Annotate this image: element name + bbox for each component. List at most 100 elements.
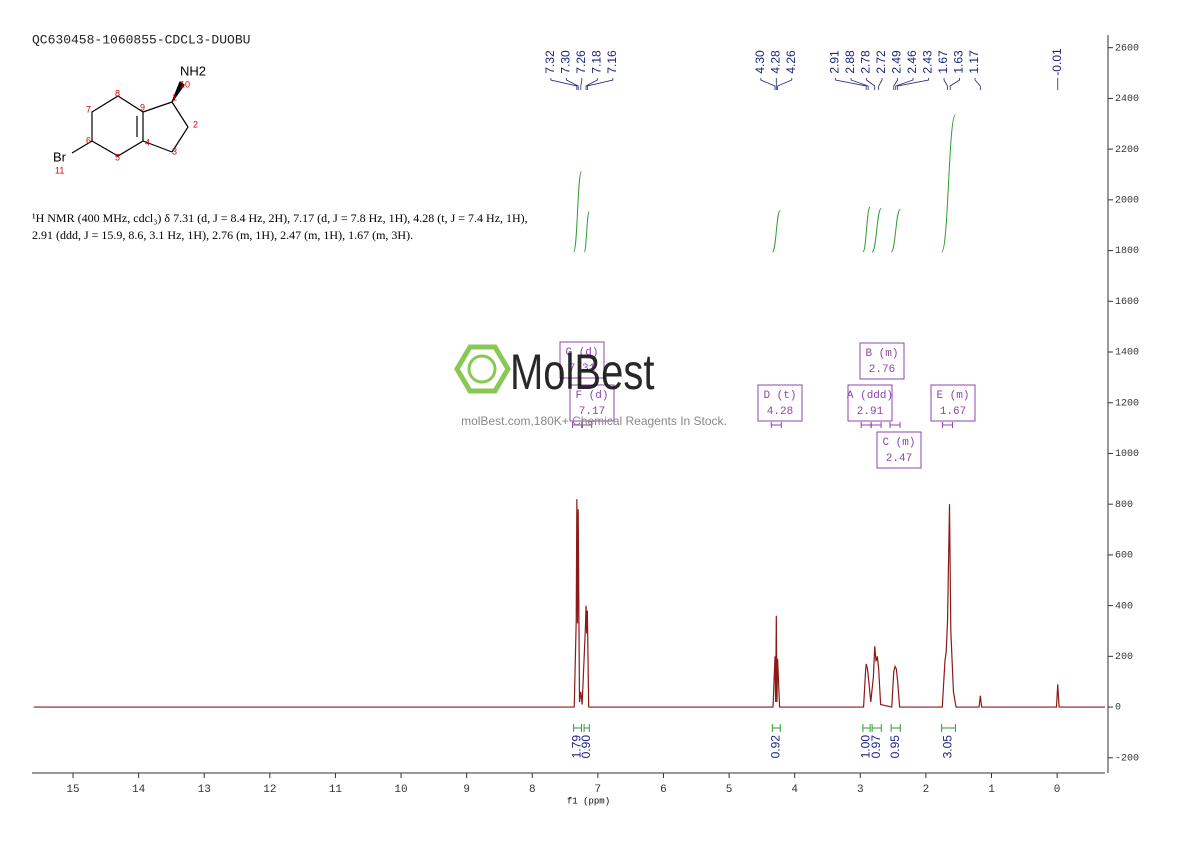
atom-number: 1 — [172, 92, 177, 102]
peak-leader — [835, 78, 867, 90]
bond — [171, 101, 189, 128]
y-tick-label: 0 — [1115, 703, 1121, 714]
y-tick-label: 600 — [1115, 551, 1133, 562]
benzene-ring — [91, 95, 144, 157]
peak-label: 2.43 — [921, 50, 935, 74]
y-tick-label: 2200 — [1115, 145, 1139, 156]
atom-label: Br — [53, 149, 67, 164]
integral-label: 1.00 — [859, 735, 873, 759]
peak-label: 7.18 — [590, 50, 604, 74]
atom-number: 6 — [86, 135, 91, 145]
multiplet-shift: 1.67 — [940, 406, 966, 418]
integral-label: 1.79 — [570, 735, 584, 759]
multiplet-label: A (ddd) — [847, 390, 893, 402]
wedge-bond — [171, 81, 185, 103]
multiplet-bracket — [860, 422, 872, 428]
peak-label: 2.49 — [890, 50, 904, 74]
atom-number: 3 — [172, 146, 177, 156]
integral-label: 0.97 — [869, 735, 883, 759]
peak-label: 2.78 — [859, 50, 873, 74]
y-tick-label: -200 — [1115, 753, 1139, 764]
peak-label: 7.30 — [559, 50, 573, 74]
y-tick-label: 800 — [1115, 500, 1133, 511]
multiplet-bracket — [942, 422, 954, 428]
x-axis-label: f1 (ppm) — [567, 796, 610, 806]
peak-label: 7.32 — [543, 50, 557, 74]
integral-bracket — [871, 724, 882, 732]
peak-label: 7.26 — [574, 50, 588, 74]
multiplet-shift: 7.17 — [579, 406, 605, 418]
peak-label: 1.17 — [967, 50, 981, 74]
peak-label: 1.67 — [936, 50, 950, 74]
peak-leader — [974, 78, 981, 90]
peak-leader — [760, 78, 776, 90]
bond — [142, 101, 173, 113]
integral-label: 0.92 — [768, 735, 782, 759]
nmr-description: ¹H NMR (400 MHz, cdcl₃) δ 7.31 (d, J = 8… — [32, 211, 528, 225]
x-tick-label: 7 — [595, 784, 602, 796]
x-tick-label: 2 — [923, 784, 930, 796]
multiplet-box — [569, 384, 615, 422]
x-tick-label: 6 — [660, 784, 667, 796]
y-tick-label: 2000 — [1115, 195, 1139, 206]
nmr-description: 2.91 (ddd, J = 15.9, 8.6, 3.1 Hz, 1H), 2… — [32, 228, 413, 242]
x-tick-label: 0 — [1054, 784, 1061, 796]
multiplet-label: E (m) — [936, 390, 969, 402]
y-tick-label: 1800 — [1115, 246, 1139, 257]
x-tick-label: 8 — [529, 784, 536, 796]
multiplet-box — [757, 384, 803, 422]
multiplet-shift: 2.76 — [869, 364, 895, 376]
multiplet-box — [876, 431, 922, 469]
y-tick-label: 400 — [1115, 601, 1133, 612]
bond — [142, 140, 173, 153]
peak-label: 4.30 — [753, 50, 767, 74]
watermark-brand: MolBest — [510, 344, 655, 400]
integral-curve — [583, 211, 590, 253]
multiplet-bracket — [770, 422, 782, 428]
x-tick-label: 12 — [263, 784, 276, 796]
peak-leader — [949, 78, 960, 90]
x-tick-label: 5 — [726, 784, 733, 796]
x-tick-label: 3 — [857, 784, 864, 796]
molecule — [71, 81, 189, 157]
peak-leader — [580, 78, 583, 90]
peak-leader — [550, 78, 578, 90]
integral-bracket — [862, 724, 871, 732]
peak-leader — [878, 78, 883, 90]
multiplet-bracket — [870, 422, 882, 428]
integral-curve — [771, 210, 781, 253]
logo-ring — [467, 354, 497, 384]
peak-label: 1.63 — [952, 50, 966, 74]
peak-label: 4.26 — [784, 50, 798, 74]
y-tick-label: 2600 — [1115, 43, 1139, 54]
peak-leader — [586, 78, 614, 90]
y-tick-label: 1400 — [1115, 348, 1139, 359]
integral-label: 3.05 — [941, 735, 955, 759]
peak-leader — [866, 78, 876, 90]
y-tick-label: 1600 — [1115, 297, 1139, 308]
peak-label: 7.16 — [605, 50, 619, 74]
multiplet-label: B (m) — [865, 348, 898, 360]
spectrum-title: QC630458-1060855-CDCL3-DUOBU — [32, 32, 250, 47]
atom-label: NH2 — [180, 63, 206, 78]
peak-label: 2.46 — [905, 50, 919, 74]
x-tick-label: 11 — [329, 784, 343, 796]
multiplet-label: G (d) — [565, 347, 598, 359]
integral-bracket — [583, 724, 590, 732]
peak-leader — [897, 78, 929, 90]
integral-curve — [890, 208, 901, 253]
spectrum-line — [33, 499, 1105, 708]
multiplet-box — [559, 341, 605, 379]
atom-number: 10 — [180, 79, 190, 89]
multiplet-shift: 2.91 — [857, 406, 884, 418]
peak-leader — [893, 78, 898, 90]
x-tick-label: 10 — [394, 784, 407, 796]
peak-leader — [943, 78, 948, 90]
multiplet-box — [930, 384, 976, 422]
atom-number: 7 — [86, 104, 91, 114]
y-tick-label: 200 — [1115, 652, 1133, 663]
x-tick-label: 14 — [132, 784, 146, 796]
integral-bracket — [941, 724, 956, 732]
